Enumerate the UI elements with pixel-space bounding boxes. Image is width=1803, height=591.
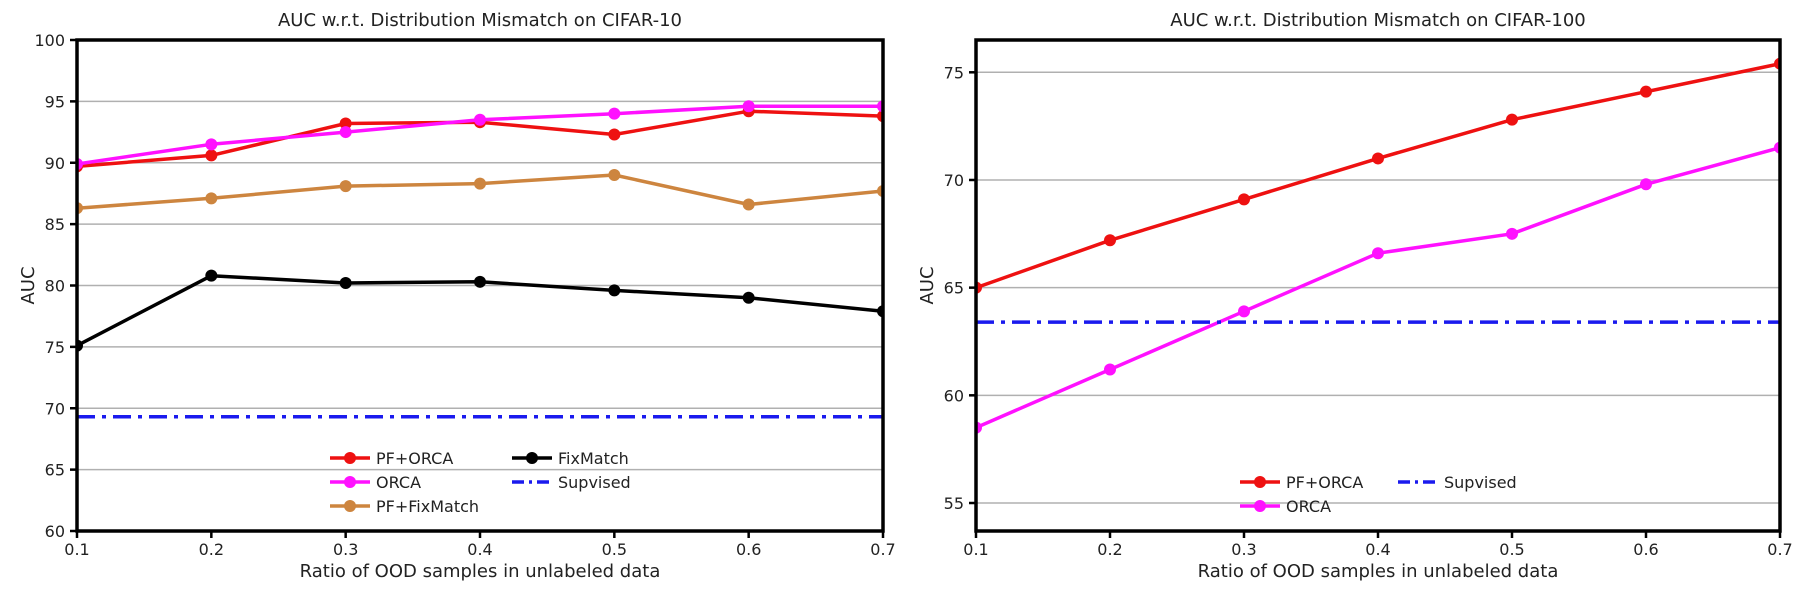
data-point-pf-fixmatch xyxy=(608,169,621,182)
legend-label-supvised: Supvised xyxy=(558,473,631,492)
x-axis-label: Ratio of OOD samples in unlabeled data xyxy=(300,561,661,582)
x-tick-label: 0.1 xyxy=(64,540,89,559)
y-tick-label: 70 xyxy=(944,171,964,190)
x-tick-label: 0.7 xyxy=(870,540,895,559)
x-tick-label: 0.4 xyxy=(467,540,492,559)
data-point-pf-orca xyxy=(1104,234,1116,247)
data-point-orca xyxy=(474,113,486,126)
data-point-pf-orca xyxy=(1238,193,1250,206)
y-tick-label: 60 xyxy=(944,386,964,405)
data-point-orca xyxy=(1104,363,1116,376)
y-tick-label: 95 xyxy=(45,92,65,111)
x-tick-label: 0.2 xyxy=(1097,540,1122,559)
legend-label-pf-orca: PF+ORCA xyxy=(1286,473,1363,492)
x-tick-label: 0.1 xyxy=(963,540,988,559)
y-tick-label: 65 xyxy=(944,279,964,298)
chart-panel-1: 0.1 0.2 0.3 0.4 0.5 0.6 0.7 60 65 70 75 80 85 90 95 100… xyxy=(18,10,896,582)
y-tick-label: 60 xyxy=(45,522,65,541)
data-point-orca xyxy=(742,100,755,113)
data-point-pf-fixmatch xyxy=(474,177,486,190)
plot-area xyxy=(976,57,1780,434)
data-point-fixmatch xyxy=(339,277,352,290)
data-point-fixmatch xyxy=(742,291,755,304)
y-tick-label: 80 xyxy=(45,277,65,296)
legend-label-fixmatch: FixMatch xyxy=(558,449,629,468)
chart-panel-2: 0.1 0.2 0.3 0.4 0.5 0.6 0.7 55 60 65 70 75 AUC w.r.t… xyxy=(917,10,1793,582)
data-point-pf-orca xyxy=(1372,152,1384,165)
x-tick-label: 0.3 xyxy=(333,540,358,559)
y-axis-label: AUC xyxy=(18,266,39,304)
legend-label-pf-fixmatch: PF+FixMatch xyxy=(376,497,479,516)
y-tick-label: 100 xyxy=(34,31,65,50)
x-tick-label: 0.5 xyxy=(1499,540,1524,559)
data-point-orca xyxy=(1640,178,1652,191)
x-tick-label: 0.4 xyxy=(1365,540,1390,559)
data-point-orca xyxy=(205,138,218,151)
data-point-pf-orca xyxy=(339,117,352,130)
legend-marker-orca xyxy=(344,476,356,488)
data-point-pf-fixmatch xyxy=(205,192,218,205)
data-point-pf-fixmatch xyxy=(339,180,352,193)
plot-area xyxy=(77,100,883,419)
data-point-pf-orca xyxy=(205,149,218,162)
y-axis-label: AUC xyxy=(917,266,938,304)
x-tick-label: 0.2 xyxy=(199,540,224,559)
y-tick-label: 75 xyxy=(944,63,964,82)
legend-marker-pf-fixmatch xyxy=(344,500,356,512)
legend-marker-orca xyxy=(1254,500,1266,512)
data-point-pf-fixmatch xyxy=(742,198,755,211)
data-point-fixmatch xyxy=(608,284,621,297)
legend-marker-pf-orca xyxy=(1254,476,1266,488)
data-point-orca xyxy=(1372,247,1384,260)
y-tick-label: 85 xyxy=(45,215,65,234)
x-tick-label: 0.5 xyxy=(602,540,627,559)
y-tick-label: 55 xyxy=(944,494,964,513)
y-tick-label: 90 xyxy=(45,154,65,173)
data-point-orca xyxy=(608,107,621,120)
x-tick-label: 0.6 xyxy=(1633,540,1658,559)
legend-label-orca: ORCA xyxy=(376,473,421,492)
x-tick-label: 0.7 xyxy=(1767,540,1792,559)
data-point-pf-orca xyxy=(1640,85,1652,98)
data-point-orca xyxy=(1238,305,1250,318)
y-tick-label: 65 xyxy=(45,461,65,480)
data-point-fixmatch xyxy=(205,269,218,282)
data-point-pf-orca xyxy=(608,128,621,141)
chart-title: AUC w.r.t. Distribution Mismatch on CIFA… xyxy=(1170,10,1586,31)
x-tick-label: 0.6 xyxy=(736,540,761,559)
legend-label-orca: ORCA xyxy=(1286,497,1331,516)
legend-label-supvised: Supvised xyxy=(1444,473,1517,492)
data-point-pf-orca xyxy=(1506,113,1518,126)
y-tick-label: 70 xyxy=(45,399,65,418)
data-point-orca xyxy=(339,126,352,139)
legend-label-pf-orca: PF+ORCA xyxy=(376,449,453,468)
legend-marker-pf-orca xyxy=(344,452,356,464)
x-tick-label: 0.3 xyxy=(1231,540,1256,559)
legend: PF+ORCA ORCA Supvised xyxy=(1240,473,1517,516)
legend: PF+ORCA ORCA PF+FixMatch FixMatch Supvised xyxy=(330,449,631,516)
data-point-fixmatch xyxy=(474,275,486,288)
y-tick-label: 75 xyxy=(45,338,65,357)
chart-title: AUC w.r.t. Distribution Mismatch on CIFA… xyxy=(278,10,682,31)
x-axis-label: Ratio of OOD samples in unlabeled data xyxy=(1198,561,1559,582)
legend-marker-fixmatch xyxy=(526,452,538,464)
data-point-orca xyxy=(1506,227,1518,240)
